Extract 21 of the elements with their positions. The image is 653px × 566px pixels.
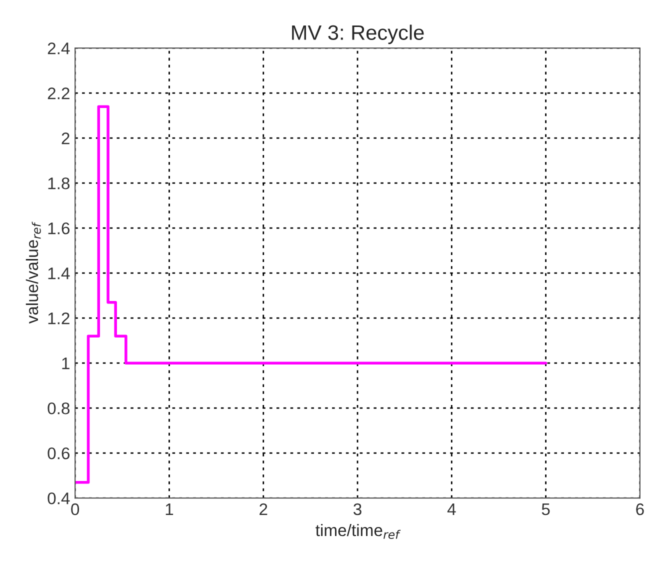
y-tick-label: 0.8: [48, 402, 70, 414]
chart-title: MV 3: Recycle: [292, 24, 424, 44]
x-tick-label: 6: [636, 503, 644, 516]
x-tick-label: 0: [71, 503, 80, 516]
x-tick-label: 3: [354, 503, 362, 516]
y-tick-label: 0.6: [48, 447, 70, 460]
x-tick-label: 1: [166, 504, 174, 516]
y-tick-label: 2.2: [48, 88, 70, 100]
y-tick-label: 1.6: [48, 222, 70, 234]
y-tick-label: 1.4: [48, 268, 70, 280]
y-tick-label: 2: [62, 132, 70, 144]
y-axis-title: value/value$_{ref}$: [26, 222, 41, 324]
y-tick-label: 0.4: [48, 492, 70, 504]
y-tick-label: 1.8: [48, 178, 70, 190]
x-axis-title: time/time$_{ref}$: [316, 524, 401, 539]
y-tick-label: 1: [62, 358, 70, 370]
x-tick-label: 2: [260, 503, 268, 516]
x-tick-label: 5: [542, 504, 550, 516]
y-tick-label: 1.2: [48, 312, 70, 324]
x-tick-label: 4: [447, 504, 456, 516]
y-tick-label: 2.4: [48, 42, 70, 54]
